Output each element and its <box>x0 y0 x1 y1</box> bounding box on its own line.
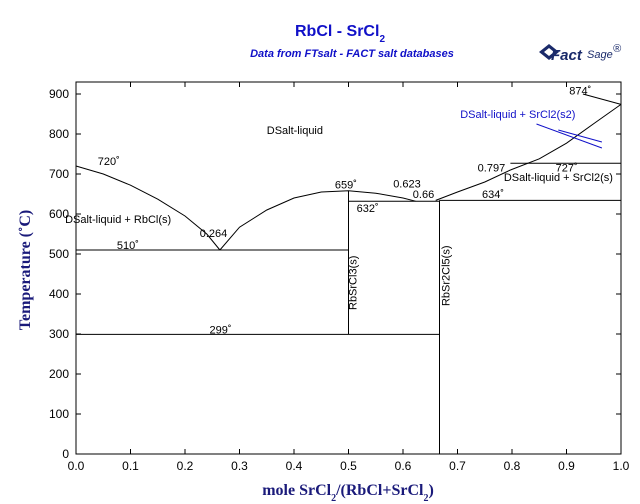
y-tick-label: 700 <box>49 167 69 181</box>
phase-annotation: 0.797 <box>478 163 506 175</box>
liquidus-rbcl-line <box>75 165 221 251</box>
y-tick-label: 400 <box>49 287 69 301</box>
liquidus-rbsrcl3-line <box>219 190 416 251</box>
y-tick-label: 300 <box>49 327 69 341</box>
chart-subtitle: Data from FTsalt - FACT salt databases <box>250 48 454 60</box>
phase-annotation: 0.264 <box>200 228 228 240</box>
y-tick-label: 200 <box>49 367 69 381</box>
inversion-874-line <box>582 93 622 105</box>
y-tick-label: 600 <box>49 207 69 221</box>
phase-annotation: DSalt-liquid <box>267 125 323 137</box>
x-tick-label: 1.0 <box>613 459 630 473</box>
x-tick-label: 0.5 <box>340 459 357 473</box>
y-tick-label: 900 <box>49 87 69 101</box>
phase-annotation: 0.623 <box>393 179 421 191</box>
x-tick-label: 0.2 <box>177 459 194 473</box>
phase-annotations: 720˚ DSalt-liquid DSalt-liquid + RbCl(s) 0.… <box>65 85 613 336</box>
y-tick-label: 800 <box>49 127 69 141</box>
y-tick-label: 0 <box>62 447 69 461</box>
x-tick-label: 0.8 <box>504 459 521 473</box>
liquidus-rbsr2cl5-line <box>435 169 511 201</box>
liquidus-srcl2-line <box>510 103 622 171</box>
phase-annotation: 510˚ <box>117 240 139 252</box>
axis-ticks: 0.0 0.1 0.2 0.3 0.4 0.5 0.6 0.7 0.8 0.9 1.0 0 100 200… <box>49 82 630 473</box>
x-tick-label: 0.6 <box>395 459 412 473</box>
phase-annotation: 632˚ <box>357 203 379 215</box>
phase-annotation: 720˚ <box>98 156 120 168</box>
phase-annotation: DSalt-liquid + SrCl2(s) <box>504 172 613 184</box>
x-tick-label: 0.7 <box>449 459 466 473</box>
phase-lines <box>75 93 622 454</box>
x-tick-label: 0.3 <box>231 459 248 473</box>
y-tick-label: 100 <box>49 407 69 421</box>
x-tick-label: 0.9 <box>558 459 575 473</box>
x-tick-label: 0.1 <box>122 459 139 473</box>
blue-phase-annotation: DSalt-liquid + SrCl2(s2) <box>460 109 575 121</box>
phase-annotation: 0.66 <box>413 189 434 201</box>
blue-tie-line <box>558 129 603 143</box>
phase-annotation: 874˚ <box>569 85 591 97</box>
phase-annotation: 727˚ <box>556 163 578 175</box>
phase-annotation: 659˚ <box>335 179 357 191</box>
y-tick-label: 500 <box>49 247 69 261</box>
phase-annotation: RbSrCl3(s) <box>348 256 360 310</box>
x-axis-label: mole SrCl2/(RbCl+SrCl2) <box>262 482 434 504</box>
blue-tie-line <box>536 123 603 149</box>
logo-sage: Sage <box>587 49 613 61</box>
phase-annotation: RbSr2Cl5(s) <box>440 245 452 306</box>
y-axis-label: Temperature (˚C) <box>17 210 34 330</box>
phase-annotation: DSalt-liquid + RbCl(s) <box>65 214 171 226</box>
x-tick-label: 0.0 <box>68 459 85 473</box>
x-tick-label: 0.4 <box>286 459 303 473</box>
phase-annotation: 299˚ <box>210 325 232 337</box>
phase-annotation: 634˚ <box>482 189 504 201</box>
chart-title: RbCl - SrCl2 <box>295 23 385 45</box>
logo-mark: ® <box>613 43 622 55</box>
factsage-logo-icon: Fact Sage ® <box>539 43 622 64</box>
logo-fact: Fact <box>551 47 583 64</box>
